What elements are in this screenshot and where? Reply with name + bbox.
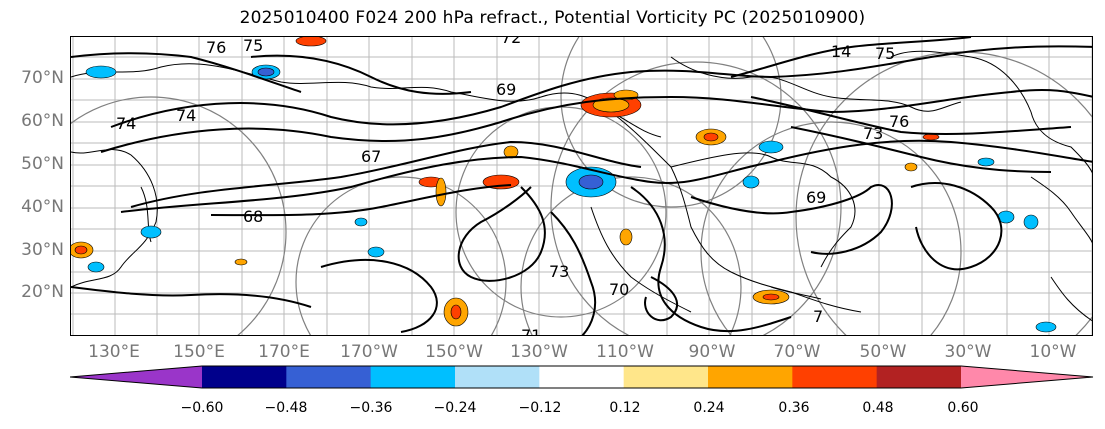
colorbar-segment — [455, 366, 540, 388]
colorbar-extend-low — [70, 366, 202, 388]
colorbar-segment — [708, 366, 793, 388]
lat-label-50: 50°N — [21, 154, 64, 174]
colorbar-tick-label: 0.60 — [947, 400, 979, 416]
contour-label: 74 — [176, 106, 196, 125]
colorbar-segment — [370, 366, 456, 388]
lon-label-30w: 30°W — [944, 342, 992, 362]
lon-label-170w: 170°W — [340, 342, 398, 362]
figure-title: 2025010400 F024 200 hPa refract., Potent… — [239, 8, 866, 28]
colorbar-tick-label: −0.36 — [349, 400, 393, 416]
colorbar-segment — [876, 366, 962, 388]
refractivity-contours — [71, 37, 1092, 335]
colorbar-segment — [202, 366, 287, 388]
colorbar-tick-label: −0.60 — [180, 400, 224, 416]
contour-label: 73 — [549, 262, 569, 281]
lon-label-110w: 110°W — [596, 342, 654, 362]
colorbar — [70, 365, 1094, 389]
contour-label: 74 — [116, 114, 136, 133]
colorbar-tick-label: 0.36 — [778, 400, 810, 416]
lat-label-70: 70°N — [21, 68, 64, 88]
lon-label-50w: 50°W — [859, 342, 907, 362]
colorbar-segment — [623, 366, 709, 388]
contour-label: 73 — [863, 124, 883, 143]
contour-label: 67 — [361, 147, 381, 166]
shaded-anomalies — [71, 37, 1057, 333]
lon-label-150w: 150°W — [425, 342, 483, 362]
lon-label-130w: 130°W — [510, 342, 568, 362]
lon-label-170e: 170°E — [258, 342, 310, 362]
lon-label-10w: 10°W — [1029, 342, 1077, 362]
lat-label-20: 20°N — [21, 282, 64, 302]
contour-label: 69 — [806, 188, 826, 207]
colorbar-tick-label: −0.12 — [518, 400, 562, 416]
colorbar-segment — [792, 366, 878, 388]
colorbar-tick-label: 0.48 — [862, 400, 894, 416]
contour-label-layer: 76 75 72 74 69 67 68 73 70 71 76 75 74 7… — [116, 37, 909, 336]
contour-label: 69 — [496, 80, 516, 99]
contour-label: 75 — [243, 37, 263, 55]
map-panel: 76 75 72 74 69 67 68 73 70 71 76 75 74 7… — [70, 36, 1093, 336]
contour-label: 76 — [206, 38, 226, 57]
colorbar-segment — [539, 366, 625, 388]
map-svg: 76 75 72 74 69 67 68 73 70 71 76 75 74 7… — [71, 37, 1092, 336]
colorbar-extend-high — [961, 366, 1093, 388]
colorbar-tick-label: 0.12 — [609, 400, 641, 416]
lon-label-70w: 70°W — [773, 342, 821, 362]
contour-label: 76 — [889, 112, 909, 131]
colorbar-tick-label: 0.24 — [693, 400, 725, 416]
lon-label-150e: 150°E — [173, 342, 225, 362]
colorbar-tick-label: −0.24 — [433, 400, 477, 416]
contour-label: 72 — [501, 37, 521, 47]
colorbar-segment — [286, 366, 372, 388]
lon-label-90w: 90°W — [688, 342, 736, 362]
lat-label-40: 40°N — [21, 197, 64, 217]
colorbar-outline — [70, 365, 1094, 389]
contour-label: 75 — [875, 44, 895, 63]
contour-label: 70 — [609, 280, 629, 299]
contour-label: 7 — [813, 307, 823, 326]
lat-label-60: 60°N — [21, 111, 64, 131]
lat-label-30: 30°N — [21, 240, 64, 260]
contour-label: 68 — [243, 207, 263, 226]
lon-label-130e: 130°E — [88, 342, 140, 362]
colorbar-tick-label: −0.48 — [264, 400, 308, 416]
contour-label: 14 — [831, 42, 851, 61]
contour-label: 71 — [521, 326, 541, 336]
